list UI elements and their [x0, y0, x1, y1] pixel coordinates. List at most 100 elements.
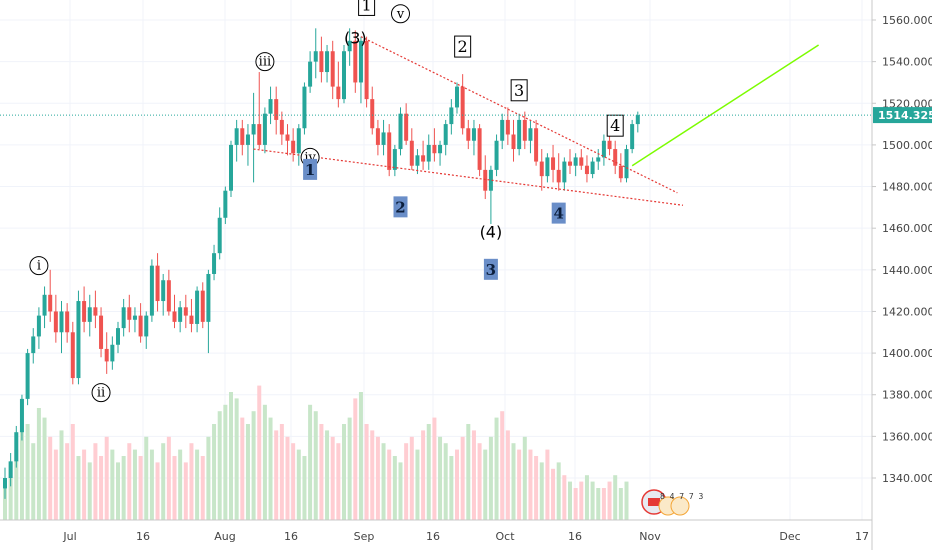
volume-bar — [229, 392, 233, 520]
price-tick-label: 1360.000 — [882, 430, 932, 443]
candle-body — [93, 307, 98, 316]
price-tick-label: 1400.000 — [882, 347, 932, 360]
candle-body — [302, 86, 307, 129]
candle-body — [364, 40, 369, 100]
volume-bar — [483, 449, 488, 520]
candle-body — [607, 140, 612, 150]
volume-bar — [155, 462, 160, 520]
price-tick-label: 1520.000 — [882, 97, 932, 110]
candle-body — [65, 311, 70, 333]
volume-bar — [42, 417, 47, 520]
candle-body — [432, 144, 437, 154]
candle-body — [161, 280, 166, 302]
volume-bar — [358, 392, 363, 520]
candle-body — [212, 253, 217, 274]
volume-bar — [240, 417, 245, 520]
candle-body — [285, 134, 290, 141]
candle-body — [392, 149, 397, 170]
volume-bar — [387, 449, 392, 520]
event-badge[interactable]: 8 4 7 7 3 — [641, 489, 704, 516]
volume-bar — [455, 449, 459, 520]
last-price-marker — [873, 107, 932, 124]
wave-label-intermediate: (4) — [480, 222, 503, 241]
volume-bar — [624, 481, 629, 520]
candle-body — [601, 140, 606, 158]
price-scale[interactable]: 1560.000 1540.000 1520.000 1500.000 1480.000… — [872, 14, 932, 485]
volume-bar — [313, 411, 318, 520]
volume-bar — [460, 436, 465, 520]
volume-bar — [618, 488, 623, 520]
volume-bar — [291, 443, 296, 520]
candle-body — [409, 140, 414, 166]
candle-body — [132, 315, 137, 320]
candle-body — [87, 307, 92, 322]
coin-icon — [670, 496, 690, 516]
volume-bar — [8, 462, 13, 520]
candle-body — [477, 128, 482, 170]
price-tick-label: 1440.000 — [882, 264, 932, 277]
volume-bar — [432, 417, 437, 520]
candle-body — [268, 99, 273, 114]
volume-bar — [82, 449, 87, 520]
wave-blue-box-icon — [483, 258, 498, 280]
volume-bar — [245, 424, 250, 520]
candle-body — [568, 161, 572, 166]
volume-bar — [342, 424, 346, 520]
candle-body — [336, 86, 341, 100]
wave-blue-box-icon — [551, 202, 566, 224]
candle-body — [358, 40, 363, 83]
volume-bar — [36, 408, 41, 520]
volume-bar — [189, 443, 194, 520]
candle-body — [19, 398, 24, 433]
candle-body — [426, 144, 431, 162]
candle-body — [421, 155, 426, 162]
candle-body — [313, 51, 318, 62]
candle-body — [517, 119, 522, 150]
candle-body — [511, 134, 516, 150]
candle-body — [76, 301, 81, 379]
volume-bar — [330, 436, 335, 520]
volume-bar — [596, 488, 601, 520]
candle-body — [116, 328, 120, 345]
badge-count: 8 4 7 7 3 — [660, 492, 704, 501]
candle-body — [596, 157, 601, 162]
volume-bar — [517, 449, 522, 520]
wave-label-blue: 4 — [553, 205, 563, 223]
price-tick-label: 1480.000 — [882, 181, 932, 194]
volume-bar — [443, 443, 448, 520]
volume-bar — [579, 481, 584, 520]
candle-body — [375, 128, 380, 145]
candle-body — [257, 124, 262, 145]
candle-body — [36, 315, 41, 337]
candle-body — [460, 86, 465, 129]
candle-body — [223, 190, 228, 218]
volume-bar — [262, 404, 267, 520]
candle-body — [545, 157, 550, 177]
wave-box-icon — [358, 0, 376, 16]
volume-bar — [308, 404, 313, 520]
time-tick-label: 16 — [136, 530, 150, 543]
time-scale[interactable]: Jul 16 Aug 16 Sep 16 Oct 16 Nov Dec 17 — [62, 530, 869, 543]
candle-body — [262, 113, 267, 145]
volume-bar — [375, 436, 380, 520]
candle-body — [110, 344, 115, 362]
wave-label-blue: 2 — [395, 198, 405, 216]
volume-bar — [392, 456, 397, 520]
candle-body — [3, 478, 7, 489]
volume-bar — [14, 449, 19, 520]
volume-bar — [505, 430, 510, 520]
candle-body — [387, 132, 392, 170]
volume-bar — [534, 456, 539, 520]
price-tick-label: 1420.000 — [882, 305, 932, 318]
wave-label-box: 3 — [514, 81, 524, 100]
volume-bar — [200, 456, 205, 520]
price-tick-label: 1540.000 — [882, 56, 932, 69]
volume-bar — [268, 417, 273, 520]
candle-body — [178, 307, 183, 322]
wave-blue-box-icon — [393, 196, 408, 218]
volume-bar — [127, 443, 132, 520]
volume-bar — [398, 462, 403, 520]
candle-body — [296, 128, 301, 154]
volume-bar — [110, 449, 115, 520]
